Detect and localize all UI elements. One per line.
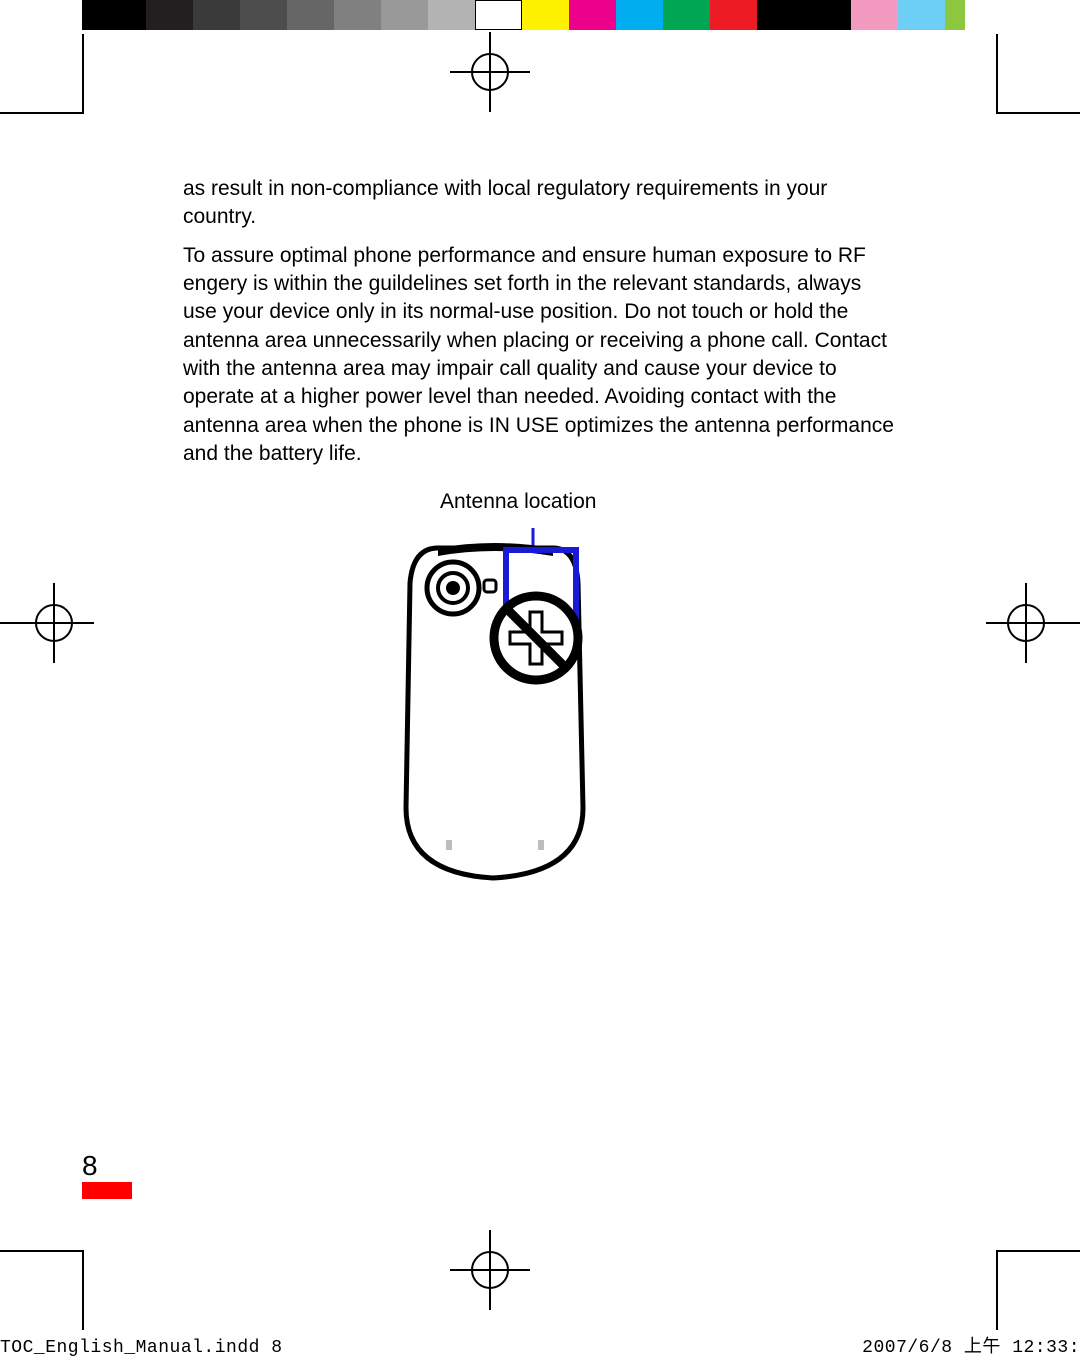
crop-mark <box>0 112 84 114</box>
phone-diagram <box>398 528 608 898</box>
color-swatch <box>381 0 428 30</box>
color-swatch <box>663 0 710 30</box>
print-color-bar <box>82 0 998 30</box>
color-swatch <box>334 0 381 30</box>
color-swatch <box>475 0 522 30</box>
paragraph-1: as result in non-compliance with local r… <box>183 175 899 232</box>
crop-mark <box>996 1252 998 1330</box>
registration-mark-top <box>450 32 530 112</box>
footer-date-slug: 2007/6/8 上午 12:33: <box>862 1332 1080 1358</box>
color-swatch <box>569 0 616 30</box>
crop-mark <box>996 1250 1080 1252</box>
color-swatch <box>193 0 240 30</box>
paragraph-2: To assure optimal phone performance and … <box>183 242 899 469</box>
registration-mark-bottom <box>450 1230 530 1310</box>
color-swatch <box>82 0 146 30</box>
color-swatch <box>240 0 287 30</box>
color-swatch <box>851 0 898 30</box>
registration-mark-left <box>0 583 94 663</box>
red-thumb-tab <box>82 1182 132 1199</box>
color-swatch <box>428 0 475 30</box>
registration-mark-right <box>986 583 1080 663</box>
color-swatch <box>287 0 334 30</box>
page-number: 8 <box>82 1150 98 1182</box>
crop-mark <box>996 112 1080 114</box>
color-swatch <box>616 0 663 30</box>
color-swatch <box>522 0 569 30</box>
crop-mark <box>82 34 84 112</box>
body-text: as result in non-compliance with local r… <box>183 175 899 478</box>
footer-file-slug: TOC_English_Manual.indd 8 <box>0 1338 283 1358</box>
crop-mark <box>996 34 998 112</box>
color-swatch <box>945 0 965 30</box>
color-swatch <box>804 0 851 30</box>
color-swatch <box>146 0 193 30</box>
color-swatch <box>898 0 945 30</box>
color-swatch <box>710 0 757 30</box>
color-swatch <box>757 0 804 30</box>
antenna-label: Antenna location <box>440 490 596 514</box>
crop-mark <box>0 1250 84 1252</box>
crop-mark <box>82 1252 84 1330</box>
